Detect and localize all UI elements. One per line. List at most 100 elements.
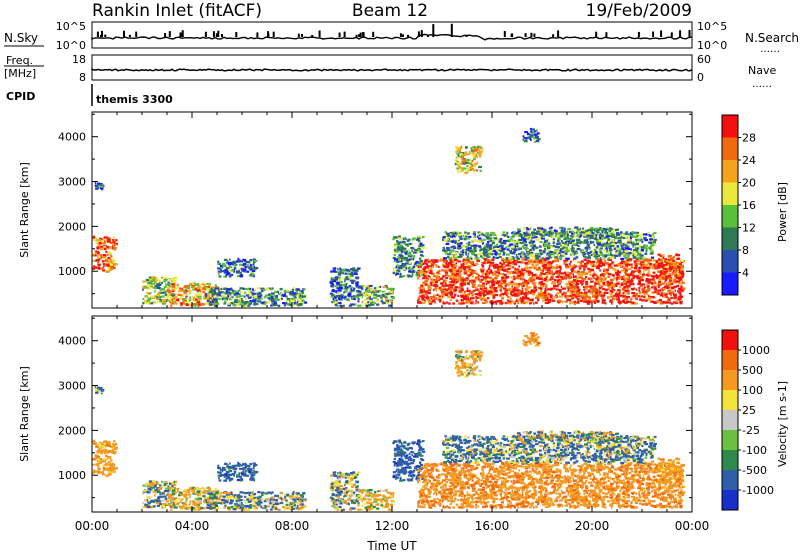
power-cell <box>601 257 605 260</box>
power-cell <box>551 260 555 263</box>
power-cell <box>576 231 579 234</box>
power-cell <box>453 279 456 282</box>
power-cell <box>578 226 580 230</box>
power-cell <box>551 252 556 255</box>
power-cell <box>536 230 540 233</box>
noise-bar <box>338 32 341 37</box>
power-cell <box>563 237 568 240</box>
power-cell <box>607 282 611 285</box>
power-cell <box>468 301 471 304</box>
power-cell <box>495 274 500 277</box>
power-cell <box>466 237 470 240</box>
power-cell <box>597 292 602 295</box>
power-cell <box>98 243 102 246</box>
power-cell <box>523 268 526 272</box>
power-cell <box>397 235 401 238</box>
power-cell <box>270 296 274 299</box>
power-cell <box>663 295 667 298</box>
power-cell <box>410 246 414 250</box>
power-cell <box>491 282 495 285</box>
power-cell <box>415 264 420 267</box>
power-cell <box>598 276 602 279</box>
power-cell <box>350 303 354 306</box>
power-cell <box>471 285 476 288</box>
power-cell <box>596 259 599 262</box>
power-cell <box>653 281 657 284</box>
power-cell <box>173 276 177 280</box>
power-cell <box>515 243 518 247</box>
power-cell <box>233 264 236 267</box>
power-cell <box>457 275 462 278</box>
power-cell <box>586 241 589 244</box>
power-cell <box>617 271 621 274</box>
power-cell <box>566 248 568 251</box>
power-cell <box>439 288 443 292</box>
power-cell <box>434 296 437 299</box>
power-cell <box>435 289 438 292</box>
power-cell <box>620 248 624 251</box>
power-cell <box>296 300 299 304</box>
power-cell <box>576 228 581 231</box>
power-cell <box>400 250 404 253</box>
power-cell <box>103 264 107 267</box>
power-cell <box>429 281 432 285</box>
power-cell <box>557 234 560 237</box>
power-cell <box>640 260 643 263</box>
power-cell <box>522 227 526 230</box>
power-cell <box>356 277 359 280</box>
power-cell <box>447 295 451 298</box>
power-cell <box>469 168 472 171</box>
power-cell <box>94 250 98 253</box>
power-cell <box>428 302 433 305</box>
power-cell <box>598 248 603 251</box>
power-cell <box>568 298 571 302</box>
noise-sky-trace <box>91 33 693 41</box>
power-cell <box>532 234 537 237</box>
power-cell <box>171 281 174 284</box>
noise-search-bars <box>96 23 691 37</box>
power-cell <box>502 241 506 244</box>
power-cell <box>152 286 156 289</box>
power-cell <box>529 272 534 275</box>
power-cell <box>396 261 399 264</box>
power-cell <box>550 245 554 248</box>
power-cell <box>626 281 630 284</box>
power-cell <box>230 273 234 276</box>
power-cell <box>436 277 440 280</box>
power-cell <box>652 276 655 279</box>
power-cell <box>567 239 571 242</box>
power-cell <box>428 260 430 263</box>
power-cell <box>220 298 223 301</box>
power-cell <box>572 242 575 245</box>
power-cell <box>526 238 531 241</box>
power-cell <box>267 287 270 290</box>
power-cell <box>635 275 639 278</box>
power-cell <box>589 263 594 266</box>
power-cell <box>592 252 597 255</box>
power-cell <box>422 277 426 280</box>
power-cell <box>442 238 444 241</box>
noise-bar <box>179 32 182 37</box>
power-cell <box>442 236 446 239</box>
power-cell <box>659 300 663 303</box>
power-cell <box>442 302 446 305</box>
power-cell <box>161 281 163 284</box>
power-cell <box>590 299 593 302</box>
power-cell <box>436 298 439 301</box>
power-cell <box>603 242 607 245</box>
power-cell <box>511 282 516 285</box>
power-cell <box>639 265 642 268</box>
power-cell <box>544 283 548 286</box>
power-cell <box>602 278 605 281</box>
power-cell <box>462 278 466 281</box>
power-cell <box>620 283 624 286</box>
power-cell <box>285 299 289 302</box>
power-cell <box>584 258 587 261</box>
power-cell <box>352 279 355 282</box>
power-cell <box>404 262 409 265</box>
power-cell <box>611 242 615 245</box>
power-cell <box>171 298 173 301</box>
power-cell <box>368 296 371 299</box>
power-cell <box>381 302 385 305</box>
power-cell <box>509 297 512 300</box>
